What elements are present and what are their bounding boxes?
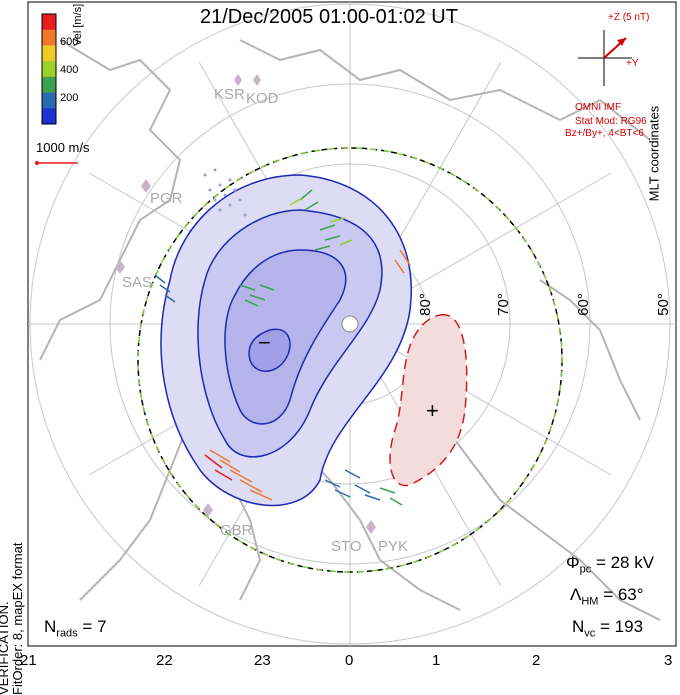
- convection-map: [27, 1, 677, 647]
- station-pgr: PGR: [150, 190, 183, 207]
- n-vc-stat: Nvc = 193: [572, 617, 644, 640]
- vel-legend-swatch: [42, 108, 56, 125]
- positive-potential-cell: [389, 314, 468, 487]
- mlt-tick-0: 0: [345, 652, 354, 669]
- scale-bar: [35, 161, 78, 165]
- station-sas: SAS: [122, 274, 153, 291]
- vel-tick-600: 600: [60, 36, 79, 48]
- station-pyk: PYK: [378, 538, 409, 555]
- vel-legend-swatch: [42, 76, 56, 94]
- station-sto: STO: [331, 538, 362, 555]
- mlt-tick-23: 23: [254, 652, 271, 669]
- scale-bar-label: 1000 m/s: [36, 140, 90, 155]
- mlt-tick-3: 3: [664, 652, 673, 669]
- vel-legend-swatch: [42, 92, 56, 109]
- station-ksr: KSR: [214, 86, 245, 103]
- lambda-hm-stat: ΛHM = 63°: [570, 585, 644, 608]
- imf-condition: Bz+/By+, 4<BT<6: [565, 128, 644, 139]
- left-notice: NOTE: FOR PREVIEW PURPOSES ONLY. PLEASE …: [0, 135, 25, 695]
- mlt-tick-1: 1: [432, 652, 441, 669]
- hm-boundary-green: [137, 147, 563, 573]
- lat-label-80: 80°: [416, 293, 434, 316]
- mlt-tick-21: 21: [20, 652, 37, 669]
- velocity-color-legend: [41, 13, 57, 125]
- station-markers: [115, 74, 376, 534]
- fit-order-note: FitOrder: 8, mapEX format: [10, 542, 25, 695]
- station-kod: KOD: [246, 90, 279, 107]
- imf-y-label: +Y: [626, 58, 639, 69]
- positive-cell-mark: +: [426, 398, 439, 423]
- vel-legend-swatch: [42, 61, 56, 78]
- lat-label-60: 60°: [574, 293, 592, 316]
- imf-clock: [578, 30, 632, 86]
- velocity-vectors: [154, 168, 411, 506]
- vel-legend-swatch: [42, 14, 56, 31]
- mlt-tick-2: 2: [532, 652, 541, 669]
- imf-stat-model: Stat Mod: RG96: [575, 116, 647, 127]
- vel-legend-swatch: [42, 29, 56, 46]
- vel-legend-swatch: [42, 45, 56, 62]
- negative-potential-cell: [160, 174, 412, 507]
- vel-legend-border: [41, 13, 57, 125]
- lat-label-70: 70°: [494, 293, 512, 316]
- imf-z-label: +Z (5 nT): [608, 12, 650, 23]
- n-rads-stat: Nrads = 7: [44, 617, 107, 640]
- vel-legend-label: Vel [m/s]: [72, 3, 84, 46]
- mlt-tick-22: 22: [156, 652, 173, 669]
- station-gbr: GBR: [220, 522, 253, 539]
- negative-cell-mark: −: [258, 330, 271, 355]
- vel-tick-400: 400: [60, 64, 79, 76]
- imf-source: OMNI IMF: [575, 102, 622, 113]
- vel-tick-200: 200: [60, 92, 79, 104]
- phi-pc-stat: Φpc = 28 kV: [566, 553, 655, 576]
- page-title: 21/Dec/2005 01:00-01:02 UT: [200, 6, 458, 28]
- pole-marker: [341, 315, 359, 333]
- lat-label-50: 50°: [654, 293, 672, 316]
- vel-legend-text: 600 400 200: [60, 36, 94, 134]
